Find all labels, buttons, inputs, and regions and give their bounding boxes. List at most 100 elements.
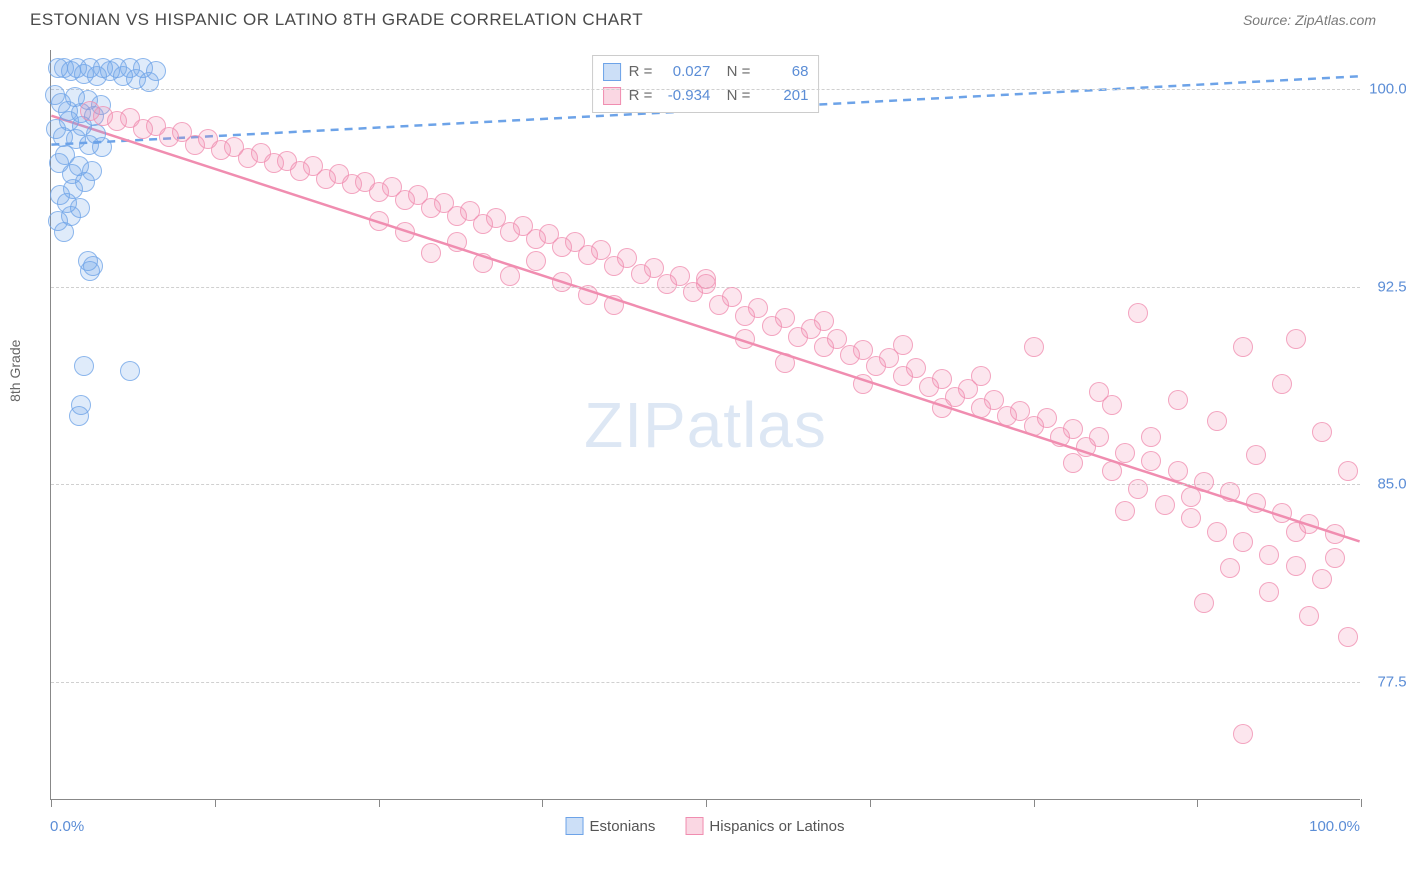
x-tick [1197,799,1198,807]
legend-stat-row: R =0.027 N =68 [603,60,809,84]
x-tick [379,799,380,807]
data-point [1207,411,1227,431]
data-point [146,61,166,81]
data-point [853,374,873,394]
x-tick [1361,799,1362,807]
data-point [1272,374,1292,394]
correlation-legend: R =0.027 N =68R =-0.934 N =201 [592,55,820,113]
data-point [604,295,624,315]
r-label: R = [629,84,653,108]
x-tick [215,799,216,807]
n-label: N = [718,84,750,108]
x-tick [870,799,871,807]
data-point [1312,569,1332,589]
data-point [735,329,755,349]
data-point [932,369,952,389]
data-point [1155,495,1175,515]
chart-container: ZIPatlas R =0.027 N =68R =-0.934 N =201 … [50,50,1360,800]
data-point [1115,501,1135,521]
data-point [1312,422,1332,442]
data-point [1299,606,1319,626]
gridline [51,682,1360,683]
legend-swatch [685,817,703,835]
data-point [1246,445,1266,465]
data-point [1259,545,1279,565]
data-point [1102,461,1122,481]
data-point [1233,532,1253,552]
data-point [1063,419,1083,439]
data-point [775,353,795,373]
r-value: 0.027 [660,60,710,84]
data-point [1089,382,1109,402]
data-point [1338,627,1358,647]
chart-header: ESTONIAN VS HISPANIC OR LATINO 8TH GRADE… [0,0,1406,30]
data-point [696,269,716,289]
data-point [1286,329,1306,349]
data-point [1128,303,1148,323]
data-point [1220,558,1240,578]
data-point [69,406,89,426]
data-point [1233,337,1253,357]
data-point [1089,427,1109,447]
legend-swatch [566,817,584,835]
data-point [63,179,83,199]
data-point [552,272,572,292]
legend-label: Estonians [590,818,656,835]
x-tick [706,799,707,807]
data-point [1181,508,1201,528]
data-point [1246,493,1266,513]
n-label: N = [718,60,750,84]
gridline [51,484,1360,485]
data-point [1141,427,1161,447]
data-point [447,232,467,252]
data-point [1207,522,1227,542]
regression-line [51,116,1359,542]
data-point [1286,556,1306,576]
r-value: -0.934 [660,84,710,108]
data-point [1141,451,1161,471]
y-axis-title: 8th Grade [7,340,23,402]
data-point [395,222,415,242]
data-point [1286,522,1306,542]
r-label: R = [629,60,653,84]
series-legend: Estonians Hispanics or Latinos [566,817,845,835]
x-tick [51,799,52,807]
data-point [421,243,441,263]
data-point [1220,482,1240,502]
data-point [61,206,81,226]
data-point [473,253,493,273]
gridline [51,89,1360,90]
data-point [1037,408,1057,428]
legend-item: Hispanics or Latinos [685,817,844,835]
x-tick [1034,799,1035,807]
watermark: ZIPatlas [584,388,827,462]
data-point [1115,443,1135,463]
n-value: 201 [758,84,808,108]
chart-title: ESTONIAN VS HISPANIC OR LATINO 8TH GRADE… [30,10,643,30]
y-tick-label: 85.0% [1377,476,1406,493]
x-axis-min-label: 0.0% [50,818,84,835]
data-point [1024,337,1044,357]
data-point [82,161,102,181]
data-point [1168,390,1188,410]
data-point [92,137,112,157]
data-point [120,361,140,381]
data-point [971,366,991,386]
data-point [1128,479,1148,499]
legend-stat-row: R = -0.934 N = 201 [603,84,809,108]
y-tick-label: 77.5% [1377,673,1406,690]
data-point [526,251,546,271]
y-tick-label: 100.0% [1369,81,1406,98]
data-point [748,298,768,318]
data-point [775,308,795,328]
data-point [1168,461,1188,481]
data-point [1063,453,1083,473]
legend-swatch [603,63,621,81]
data-point [814,311,834,331]
data-point [74,356,94,376]
data-point [1272,503,1292,523]
data-point [932,398,952,418]
y-tick-label: 92.5% [1377,278,1406,295]
data-point [1194,593,1214,613]
data-point [578,285,598,305]
